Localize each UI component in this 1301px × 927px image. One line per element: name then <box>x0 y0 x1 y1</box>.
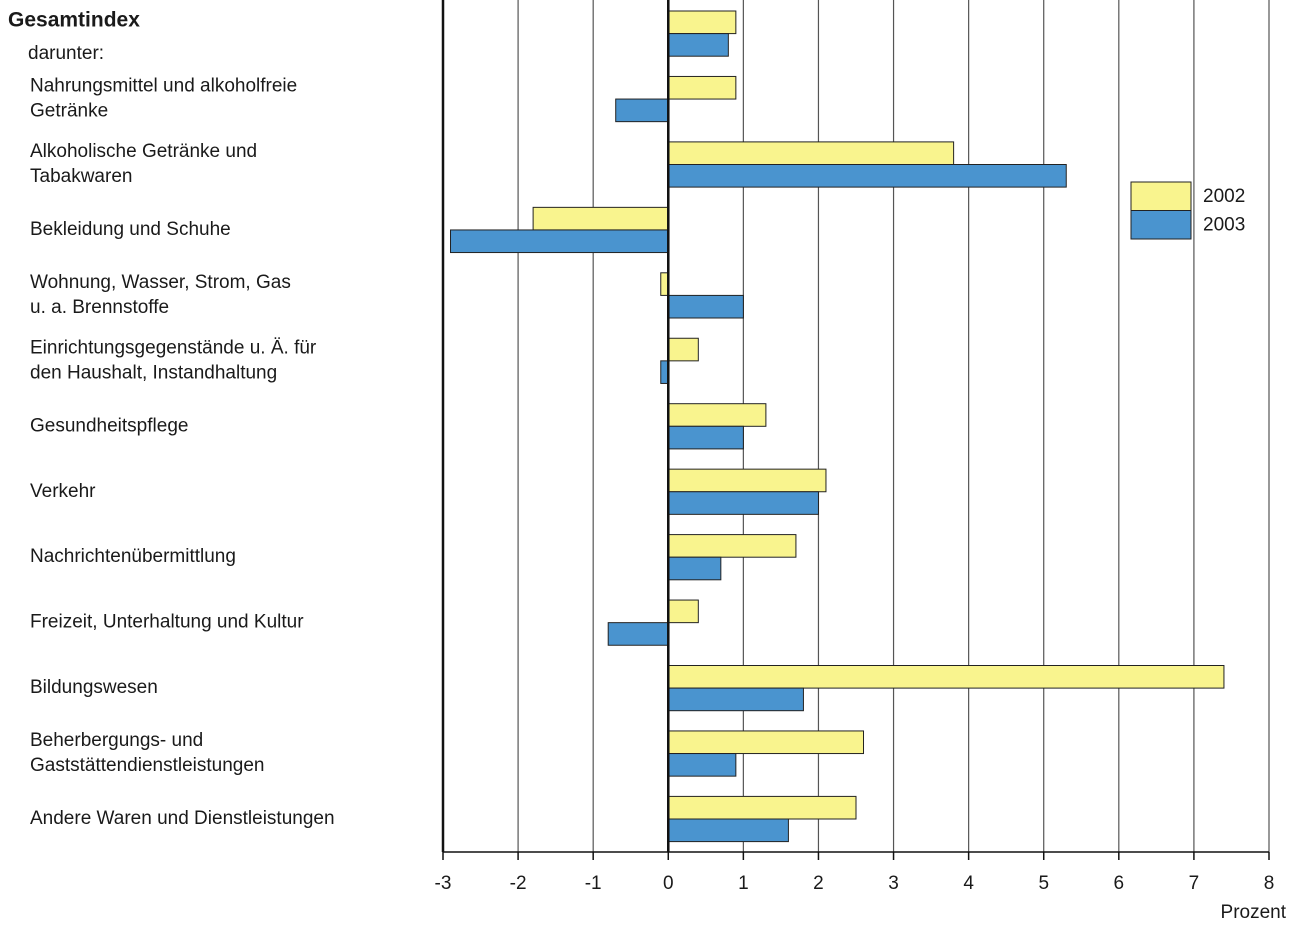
category-label: Freizeit, Unterhaltung und Kultur <box>30 612 304 633</box>
x-tick-label: 2 <box>813 873 824 894</box>
x-tick-label: 0 <box>663 873 674 894</box>
legend-label: 2002 <box>1203 186 1245 207</box>
x-axis-label: Prozent <box>1221 902 1287 923</box>
bar <box>667 294 744 319</box>
x-tick-label: -1 <box>585 873 602 894</box>
x-tick-label: 6 <box>1114 873 1125 894</box>
category-label: Verkehr <box>30 481 96 502</box>
category-label: Nachrichtenübermittlung <box>30 546 236 567</box>
bar <box>532 206 669 231</box>
x-tick-label: 3 <box>888 873 899 894</box>
legend-swatch <box>1130 181 1192 211</box>
bar <box>667 534 797 558</box>
bar <box>667 665 1225 689</box>
category-label: Andere Waren und Dienstleistungen <box>30 808 335 829</box>
category-label: Gesundheitspflege <box>30 415 188 436</box>
bar <box>667 337 699 362</box>
bar <box>450 229 669 254</box>
bar <box>667 425 744 450</box>
bar <box>667 687 804 712</box>
bar <box>667 730 865 755</box>
x-tick-label: 1 <box>738 873 749 894</box>
bar <box>667 818 789 843</box>
bar <box>667 403 767 427</box>
category-label: Alkoholische Getränke und Tabakwaren <box>30 141 257 187</box>
category-label: Bildungswesen <box>30 677 158 698</box>
bar <box>667 795 857 820</box>
bar <box>667 753 737 777</box>
bar <box>667 33 729 57</box>
category-label: Nahrungsmittel und alkoholfreie Getränke <box>30 76 297 122</box>
bar <box>667 75 737 100</box>
x-tick-label: 8 <box>1264 873 1275 894</box>
bar <box>667 491 819 515</box>
x-tick-label: 5 <box>1038 873 1049 894</box>
bar <box>667 599 699 624</box>
bar <box>615 98 669 123</box>
category-label: Beherbergungs- und Gaststättendienstleist… <box>30 730 265 776</box>
x-tick-label: -3 <box>435 873 452 894</box>
bar <box>667 164 1067 188</box>
x-tick-label: 7 <box>1189 873 1200 894</box>
x-tick-label: -2 <box>510 873 527 894</box>
bar <box>667 468 827 493</box>
bar <box>667 141 955 165</box>
bar <box>667 556 722 581</box>
group-label: darunter: <box>28 43 104 64</box>
total-label: Gesamtindex <box>8 9 140 32</box>
bar <box>607 622 669 646</box>
bar <box>667 10 737 35</box>
legend-swatch <box>1130 210 1192 240</box>
category-label: Einrichtungsgegenstände u. Ä. für den Hau… <box>30 337 317 383</box>
legend-label: 2003 <box>1203 215 1245 236</box>
category-label: Wohnung, Wasser, Strom, Gas u. a. Brennst… <box>30 272 291 318</box>
x-tick-label: 4 <box>963 873 974 894</box>
category-label: Bekleidung und Schuhe <box>30 219 231 240</box>
